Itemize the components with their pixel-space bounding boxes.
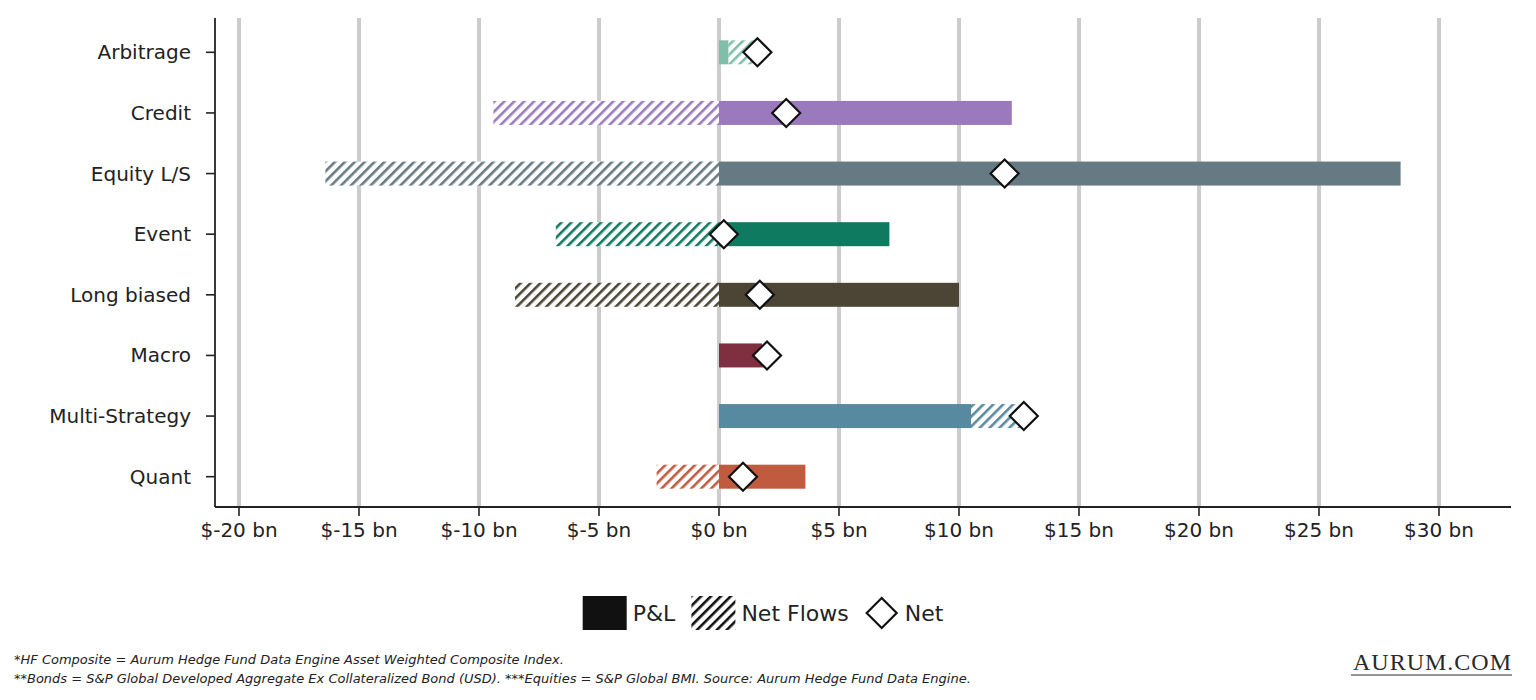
grid-line <box>237 18 241 507</box>
x-tick-label: $30 bn <box>1404 518 1474 542</box>
grid-line <box>1317 18 1321 507</box>
legend-item: P&L <box>583 596 676 630</box>
x-tick-label: $25 bn <box>1284 518 1354 542</box>
x-tick <box>358 507 360 516</box>
logo-underline <box>1351 674 1512 675</box>
net-marker <box>729 463 757 491</box>
category-label: Macro <box>130 343 191 367</box>
net-marker <box>772 99 800 127</box>
flows-bar <box>515 283 719 307</box>
category-label: Credit <box>131 101 191 125</box>
x-tick <box>838 507 840 516</box>
grid <box>239 18 1439 507</box>
net-marker <box>1010 402 1038 430</box>
category-label: Event <box>134 222 191 246</box>
net-marker <box>743 38 771 66</box>
y-tick <box>206 173 215 175</box>
grid-line <box>1437 18 1441 507</box>
category-label: Long biased <box>70 283 191 307</box>
x-tick <box>598 507 600 516</box>
x-tick-label: $5 bn <box>810 518 867 542</box>
x-tick-label: $-10 bn <box>440 518 517 542</box>
legend-label: Net Flows <box>741 601 848 626</box>
x-tick-label: $0 bn <box>690 518 747 542</box>
x-axis-line <box>215 506 1511 508</box>
x-tick-label: $20 bn <box>1164 518 1234 542</box>
legend-swatch <box>583 596 627 630</box>
x-tick-label: $-5 bn <box>567 518 631 542</box>
pnl-bar <box>719 101 1012 125</box>
grid-line <box>1197 18 1201 507</box>
category-label: Arbitrage <box>98 40 191 64</box>
grid-line <box>837 18 841 507</box>
grid-line <box>357 18 361 507</box>
pnl-bar <box>719 40 729 64</box>
y-tick <box>206 112 215 114</box>
x-tick <box>1318 507 1320 516</box>
x-tick <box>238 507 240 516</box>
grid-line <box>597 18 601 507</box>
legend-item: Net <box>867 598 944 628</box>
x-tick-label: $15 bn <box>1044 518 1114 542</box>
net-marker <box>991 160 1019 188</box>
x-tick <box>1198 507 1200 516</box>
pnl-bar <box>719 404 971 428</box>
y-axis-line <box>214 18 216 507</box>
category-label: Quant <box>130 465 191 489</box>
pnl-bar <box>719 162 1401 186</box>
y-tick <box>206 294 215 296</box>
flows-bar <box>325 162 719 186</box>
legend-label: P&L <box>633 601 676 626</box>
footnote: *HF Composite = Aurum Hedge Fund Data En… <box>14 652 564 667</box>
x-tick-label: $-20 bn <box>200 518 277 542</box>
grid-line <box>1077 18 1081 507</box>
legend-swatch <box>867 598 897 628</box>
x-tick <box>1438 507 1440 516</box>
y-tick <box>206 476 215 478</box>
grid-line <box>477 18 481 507</box>
x-tick <box>958 507 960 516</box>
flows-bar <box>556 222 719 246</box>
chart: $-20 bn $-15 bn $-10 bn $-5 bn $0 bn $5 bn $10… <box>0 0 1536 700</box>
legend-item: Net Flows <box>691 596 848 630</box>
x-tick <box>478 507 480 516</box>
axes: $-20 bn $-15 bn $-10 bn $-5 bn $0 bn $5 bn $10… <box>49 18 1511 542</box>
x-tick-label: $-15 bn <box>320 518 397 542</box>
category-label: Equity L/S <box>91 162 191 186</box>
x-tick-label: $10 bn <box>924 518 994 542</box>
legend-label: Net <box>905 601 944 626</box>
net-marker <box>710 220 738 248</box>
pnl-bar <box>719 222 889 246</box>
x-tick <box>1078 507 1080 516</box>
y-tick <box>206 52 215 54</box>
net-marker <box>753 341 781 369</box>
y-tick <box>206 233 215 235</box>
footnote: **Bonds = S&P Global Developed Aggregate… <box>14 671 971 686</box>
marks <box>325 38 1400 490</box>
category-label: Multi-Strategy <box>49 404 191 428</box>
flows-bar <box>493 101 719 125</box>
legend-swatch <box>691 596 735 630</box>
logo: AURUM.COM <box>1353 649 1512 675</box>
grid-line <box>957 18 961 507</box>
x-tick <box>718 507 720 516</box>
legend: P&L Net Flows Net <box>583 596 944 630</box>
flows-bar <box>657 465 719 489</box>
net-marker <box>746 281 774 309</box>
y-tick <box>206 355 215 357</box>
y-tick <box>206 415 215 417</box>
grid-line <box>717 18 721 507</box>
